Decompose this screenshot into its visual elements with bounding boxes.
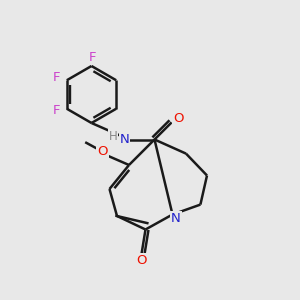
Text: O: O — [173, 112, 184, 125]
Text: N: N — [171, 212, 181, 226]
Text: H: H — [109, 130, 118, 143]
Text: O: O — [136, 254, 147, 268]
Text: O: O — [97, 145, 108, 158]
Text: N: N — [120, 133, 129, 146]
Text: F: F — [88, 51, 96, 64]
Text: F: F — [52, 71, 60, 84]
Text: F: F — [52, 104, 60, 117]
